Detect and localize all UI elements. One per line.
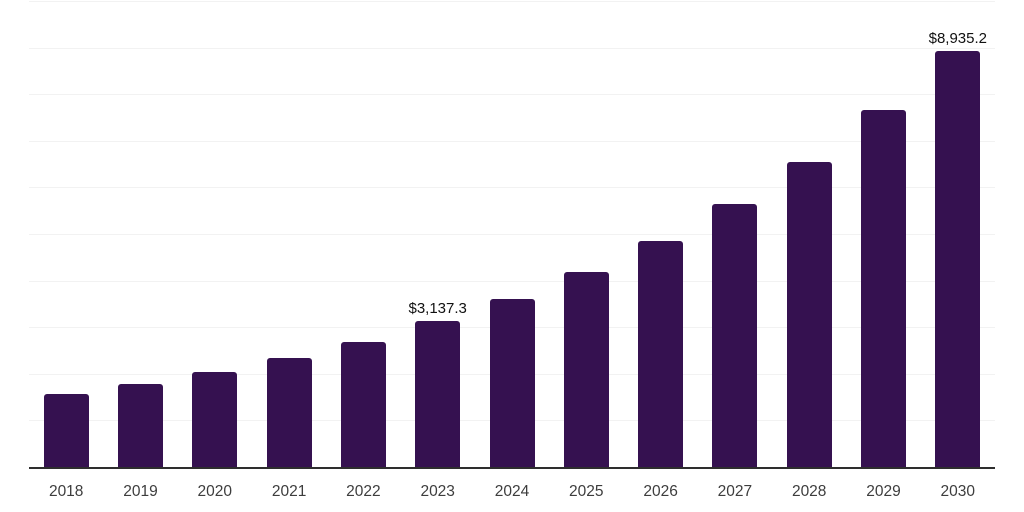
bar-2020[interactable] [192,371,238,467]
x-tick-2026: 2026 [643,483,678,500]
x-tick-2029: 2029 [866,483,901,500]
x-axis-line [29,467,995,469]
x-tick-2018: 2018 [48,483,84,500]
gridline [29,280,995,282]
x-tick-2020: 2020 [197,483,233,500]
x-tick-2019: 2019 [123,483,158,500]
bar-2025[interactable] [563,271,609,467]
bar-2019[interactable] [118,383,163,467]
gridline [29,47,995,49]
bar-2027[interactable] [712,203,758,467]
bar-2022[interactable] [340,341,386,467]
x-tick-2025: 2025 [569,483,604,500]
bar-value-label-2030: $8,935.2 [928,29,987,47]
x-tick-2022: 2022 [346,483,381,500]
gridline [29,234,995,235]
bar-2030[interactable] [935,50,981,467]
bar-2018[interactable] [43,393,89,467]
bar-2028[interactable] [786,161,832,467]
x-tick-2027: 2027 [717,483,753,500]
gridline [29,187,995,189]
bar-value-label-2023: $3,137.3 [408,299,467,317]
bar-2026[interactable] [638,240,684,467]
bar-2029[interactable] [861,109,906,467]
x-tick-2030: 2030 [940,483,976,500]
x-tick-2021: 2021 [271,483,307,500]
gridline [29,140,995,142]
gridline [29,1,995,2]
x-tick-2023: 2023 [420,483,455,500]
bar-2024[interactable] [489,298,535,467]
x-tick-2028: 2028 [791,483,827,500]
bar-2021[interactable] [266,358,312,467]
x-tick-2024: 2024 [494,483,530,500]
bar-2023[interactable] [415,320,461,467]
gridline [29,94,995,96]
